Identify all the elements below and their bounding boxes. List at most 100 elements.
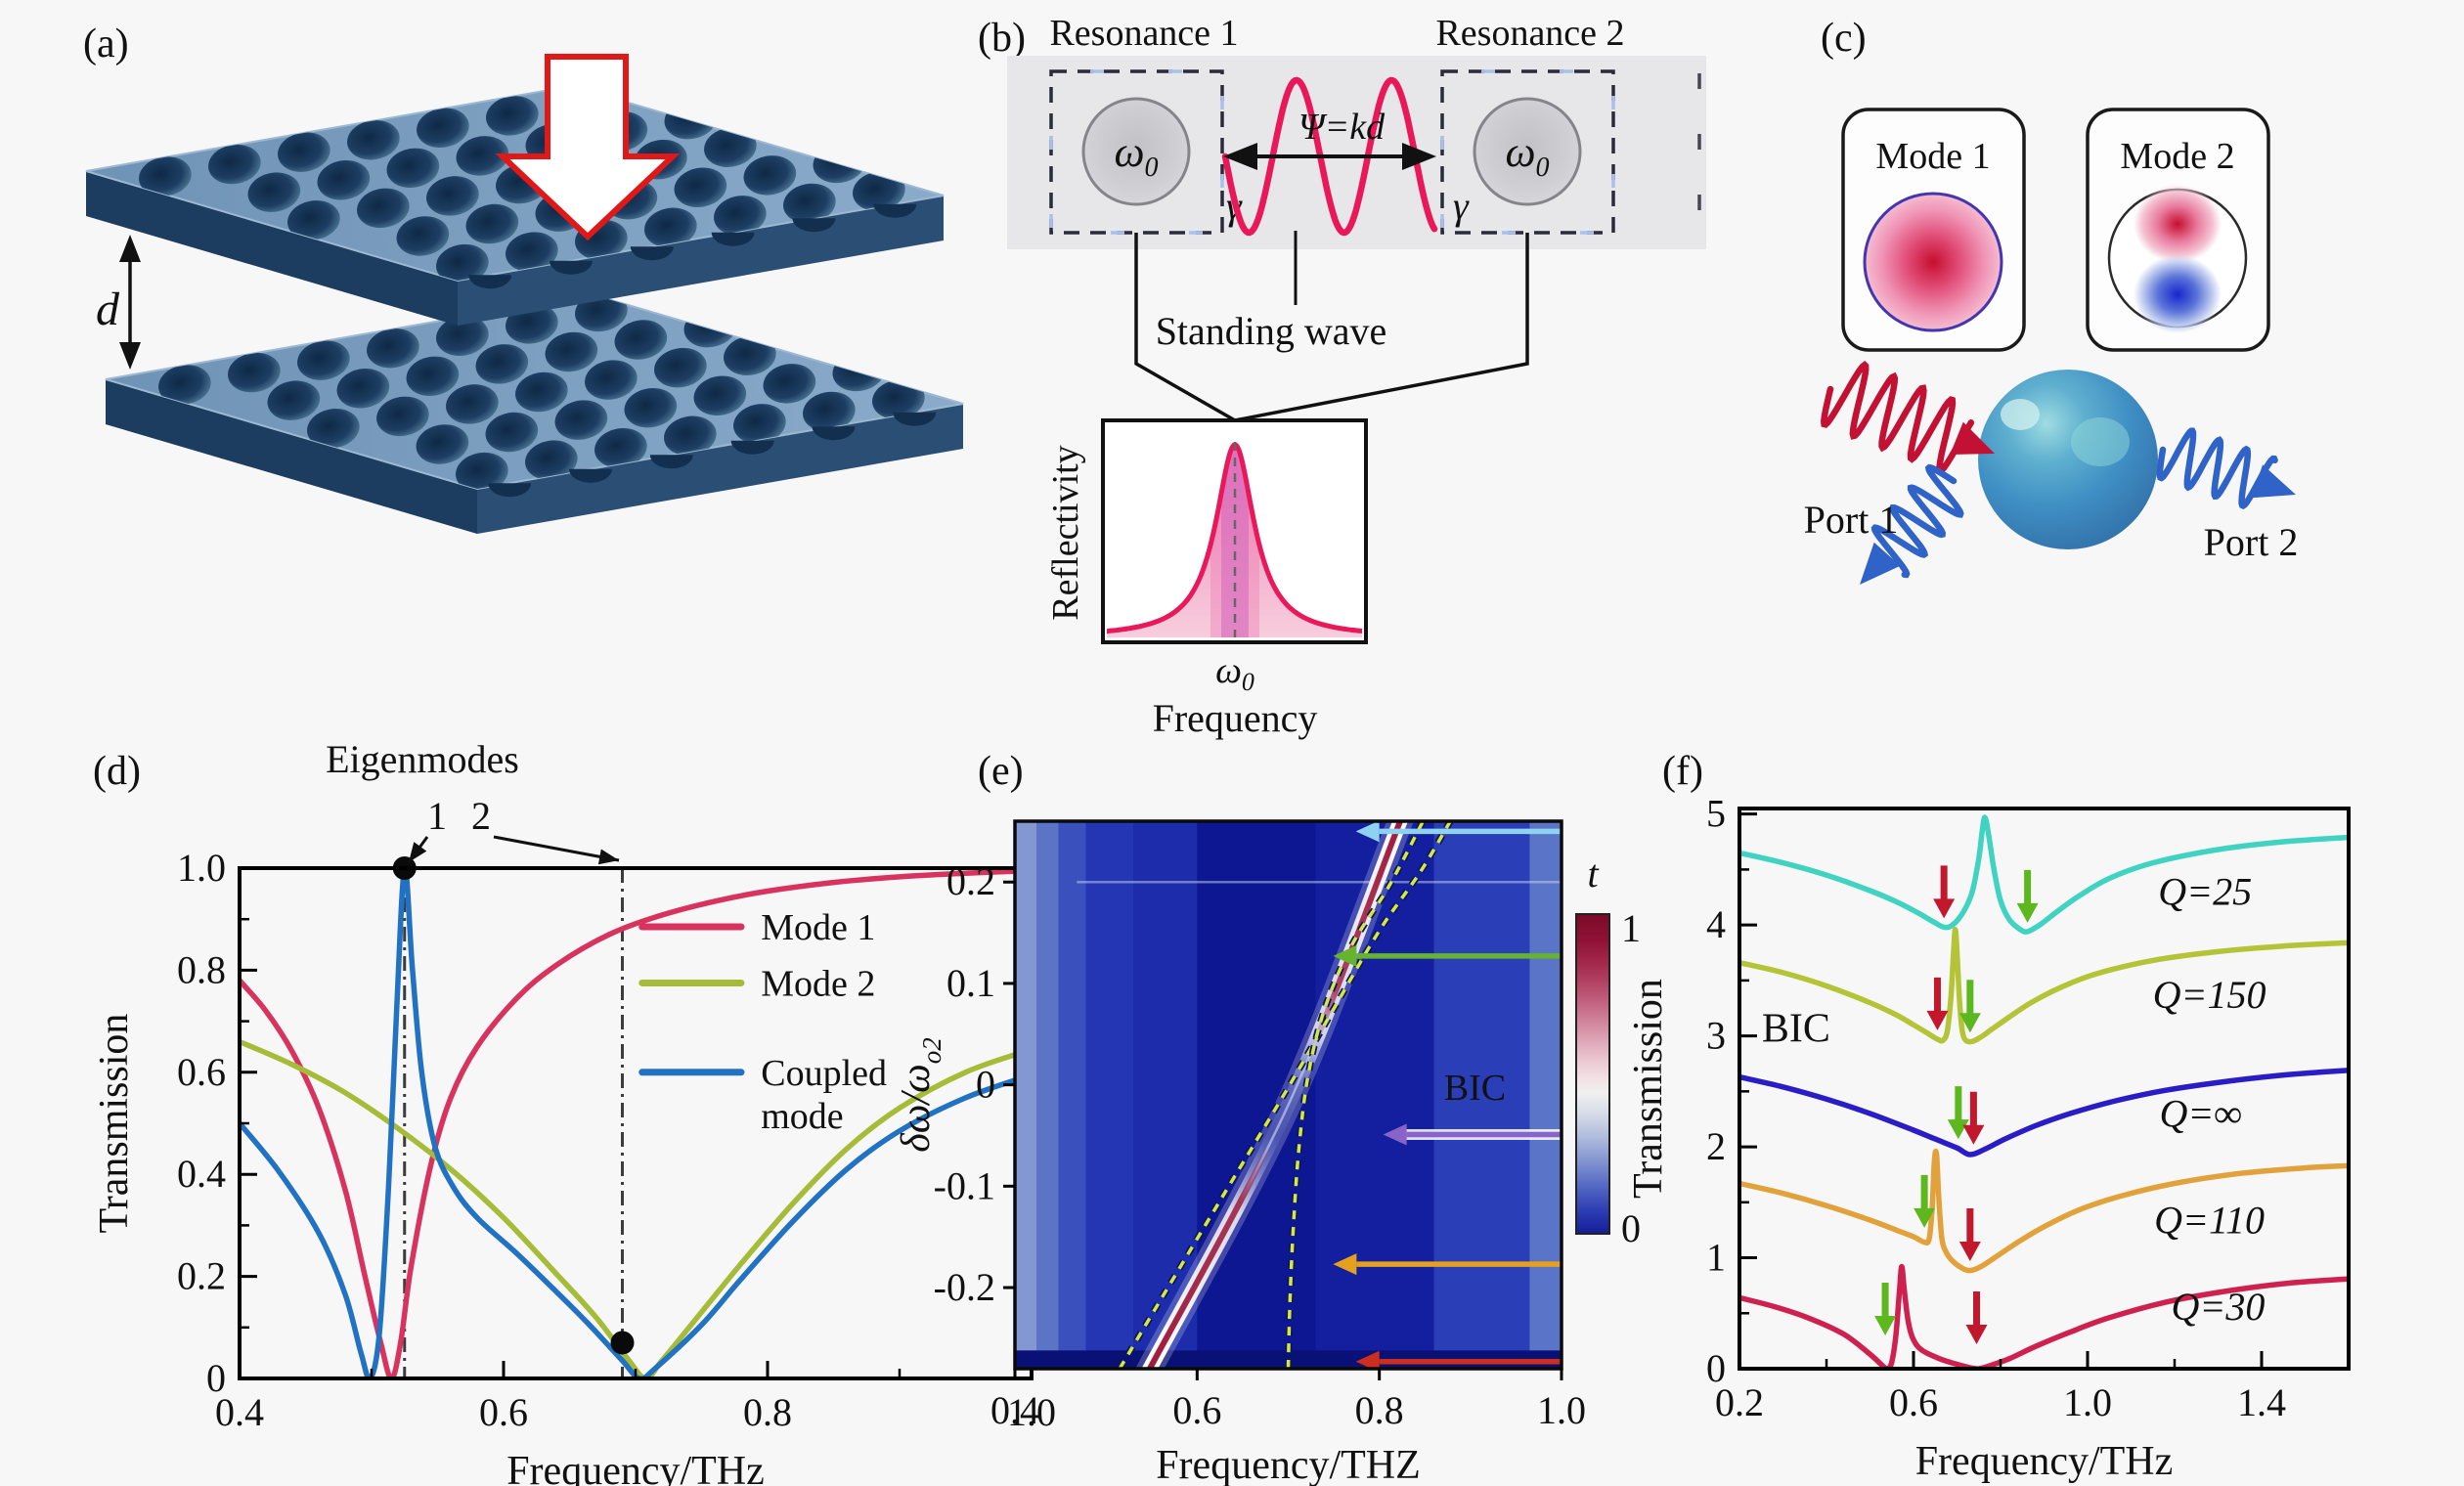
air-hole <box>357 188 410 229</box>
hole-cross-section <box>711 232 755 246</box>
resonance1-box <box>1049 69 1224 235</box>
air-hole <box>317 159 371 200</box>
air-hole <box>485 412 539 453</box>
plot-frame <box>1738 807 2351 1371</box>
connector-left <box>1134 233 1236 422</box>
resonance2-label: Resonance 2 <box>1435 13 1624 54</box>
x-axis: 0.2 0.6 1.0 1.4 <box>1715 1351 2286 1424</box>
air-hole <box>287 200 340 240</box>
resonance2-box <box>1440 69 1615 235</box>
y-tick-label: 0.4 <box>177 1152 226 1196</box>
air-hole <box>158 365 211 405</box>
panel-e-tag: (e) <box>978 749 1024 794</box>
panel-f-tag: (f) <box>1662 749 1703 794</box>
air-hole <box>624 387 678 428</box>
phase-arrow-icon <box>1223 143 1436 170</box>
series-label: Q=30 <box>2172 1285 2266 1329</box>
hole-cross-section <box>630 246 674 261</box>
row-arrow-head <box>1355 1350 1380 1369</box>
air-hole <box>545 331 598 372</box>
panel-b-tag: (b) <box>978 16 1026 61</box>
air-hole <box>872 379 925 419</box>
gamma2-label: γ <box>1453 184 1470 228</box>
resonator1-omega0: ω0 <box>1114 128 1158 183</box>
x-tick-label: 0.2 <box>1715 1380 1764 1424</box>
mode1-field-icon <box>1863 192 2003 332</box>
reflectivity-ylabel: Reflectivity <box>1045 445 1086 620</box>
air-hole <box>456 136 509 176</box>
hole-cross-section <box>549 260 593 275</box>
air-hole <box>336 368 390 409</box>
x-tick-label: 1.0 <box>2063 1380 2112 1424</box>
photonic-crystal-slabs <box>85 84 964 534</box>
air-hole <box>763 364 816 404</box>
x-tick-label: 0.4 <box>215 1390 264 1434</box>
standing-wave-path <box>1221 76 1438 237</box>
standing-wave-label: Standing wave <box>1156 309 1387 353</box>
heatmap-band <box>1133 821 1198 1369</box>
air-hole <box>436 316 489 357</box>
y-tick-label: 0 <box>976 1063 995 1107</box>
air-hole <box>267 380 321 420</box>
legend-label: Mode 1 <box>761 907 875 948</box>
hole-cross-section <box>730 440 774 455</box>
y-tick-label: 4 <box>1706 902 1726 946</box>
heatmap-band <box>1529 821 1562 1369</box>
pump-arrow-icon <box>495 54 681 241</box>
eigenmode-branch-1 <box>1118 821 1452 1369</box>
annotation-number: 1 <box>427 794 447 838</box>
panel-d-tag: (d) <box>93 749 141 794</box>
resonance-arrow-head <box>1947 1119 1969 1140</box>
air-hole <box>803 391 856 432</box>
colorbar-title: t <box>1587 852 1599 896</box>
x-tick-label: 1.0 <box>1537 1388 1586 1432</box>
air-hole <box>228 352 281 393</box>
x-axis-label: Frequency/THz <box>1915 1439 2174 1484</box>
y-tick-label: -0.1 <box>934 1163 995 1207</box>
resonator1-circle <box>1081 97 1191 206</box>
resonance-arrow-head <box>1926 1010 1949 1030</box>
hole-cross-section <box>488 483 532 498</box>
plot-frame <box>1013 819 1563 1371</box>
air-hole <box>714 196 767 236</box>
legend-label: mode <box>761 1096 843 1137</box>
incident-wave-icon <box>1821 360 1975 474</box>
series-label: Q=25 <box>2158 870 2252 914</box>
air-hole <box>783 183 836 224</box>
air-hole <box>724 335 776 375</box>
mode2-lobe-positive <box>2134 185 2222 263</box>
hole-cross-section <box>649 455 693 469</box>
air-hole <box>247 172 301 212</box>
air-hole <box>664 415 717 457</box>
annotation-number: 2 <box>471 794 491 838</box>
eigenmodes-annotation: Eigenmodes 1 2 <box>326 737 620 865</box>
slab-top <box>85 84 945 326</box>
slab-left-face <box>86 171 458 326</box>
reflected-wave-icon-head <box>1860 542 1901 585</box>
x-tick-label: 1.4 <box>2237 1380 2286 1424</box>
curve-Q=150 <box>1738 926 2351 1045</box>
gap-label: d <box>96 284 120 335</box>
y-axis: 0 1 2 3 4 5 <box>1706 792 1757 1390</box>
air-hole <box>426 176 479 216</box>
colorbar-min: 0 <box>1621 1206 1641 1250</box>
row-arrow-head <box>1333 1253 1357 1276</box>
y-tick-label: 2 <box>1706 1124 1726 1168</box>
mode1-label: Mode 1 <box>1875 136 1990 177</box>
x-tick-label: 0.4 <box>990 1388 1039 1432</box>
y-tick-label: 0 <box>206 1356 226 1400</box>
air-hole <box>585 360 638 400</box>
incident-wave-icon-head <box>1950 421 1995 455</box>
y-tick-label: 3 <box>1706 1014 1726 1058</box>
air-hole <box>436 243 489 281</box>
colorbar: t1 0 <box>1575 852 1641 1250</box>
resonator2-omega0: ω0 <box>1505 128 1549 183</box>
air-hole <box>446 384 499 424</box>
y-tick-label: 0.6 <box>177 1050 226 1094</box>
air-hole <box>297 340 350 380</box>
hole-cross-section <box>792 218 836 233</box>
curve-Q=30 <box>1738 1263 2351 1371</box>
hole-cross-section <box>812 426 856 441</box>
air-hole <box>475 344 529 384</box>
